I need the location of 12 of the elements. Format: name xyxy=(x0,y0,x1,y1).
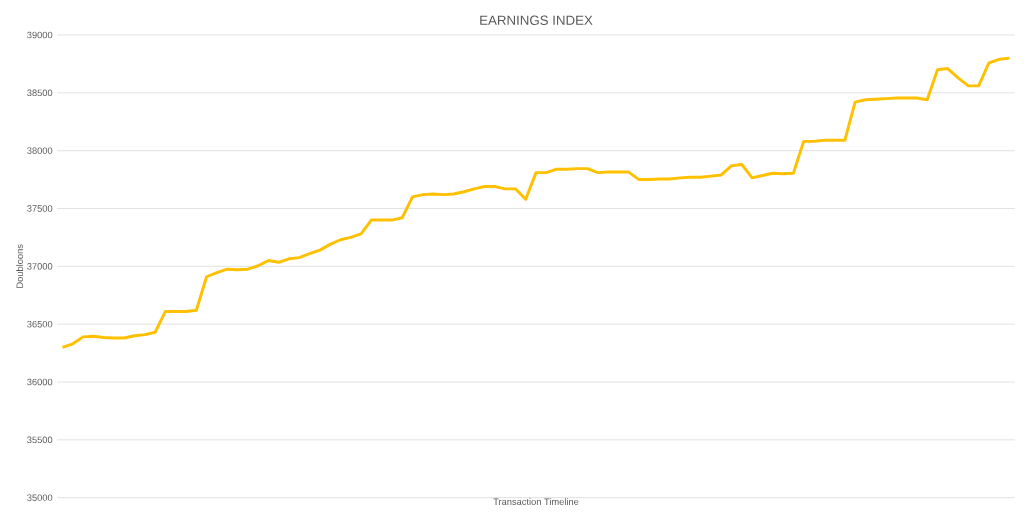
y-tick-label: 35000 xyxy=(27,494,53,501)
y-axis-title: Doubloons xyxy=(16,244,23,288)
y-tick-label: 37000 xyxy=(27,263,53,270)
y-tick-label: 36500 xyxy=(27,320,53,328)
y-tick-label: 38000 xyxy=(27,147,53,154)
chart-title: EARNINGS INDEX xyxy=(480,15,593,25)
x-axis-title: Transaction Timeline xyxy=(493,498,579,505)
y-tick-label: 39000 xyxy=(27,31,53,39)
y-tick-label: 35500 xyxy=(27,436,53,444)
y-tick-label: 37500 xyxy=(27,205,53,212)
y-tick-label: 38500 xyxy=(27,89,53,97)
y-tick-label: 36000 xyxy=(27,378,53,386)
